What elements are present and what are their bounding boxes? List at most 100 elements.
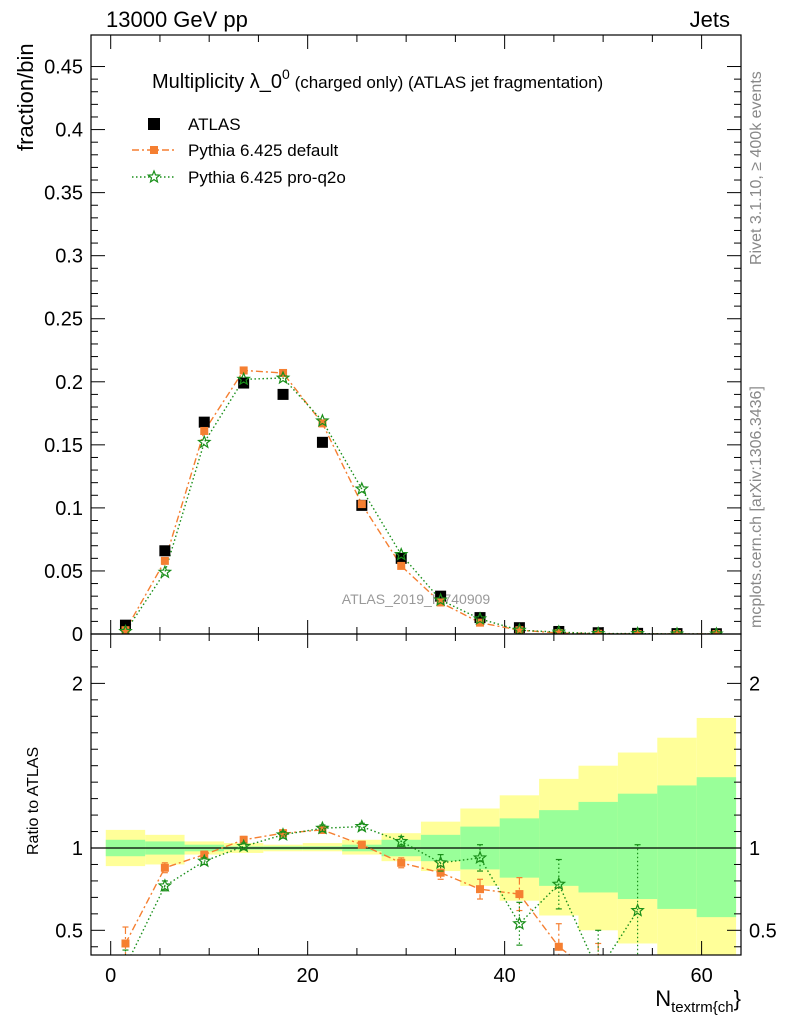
y-tick-label: 0.25 (44, 309, 83, 331)
y-tick-label: 0.05 (44, 561, 83, 583)
ratio-line-pythia-pro-q2o (130, 825, 639, 955)
uncertainty-band-inner (578, 801, 618, 893)
data-point-pythia-pro-q2o (118, 623, 133, 634)
ratio-point-pythia-pro-q2o (551, 876, 567, 891)
y-tick-label: 0.1 (55, 498, 83, 520)
y-tick-label: 0.3 (55, 246, 83, 268)
data-point-atlas (474, 612, 486, 624)
x-tick-label: 40 (494, 965, 516, 987)
y-axis-label: fraction/bin (13, 43, 38, 151)
x-axis-label-main: N (655, 986, 671, 1011)
ratio-point-pythia-pro-q2o (197, 853, 212, 868)
ratio-point-pythia-default (279, 829, 288, 838)
data-point-pythia-pro-q2o (157, 564, 173, 579)
data-point-pythia-default (239, 366, 248, 375)
side-label-rivet: Rivet 3.1.10, ≥ 400k events (748, 71, 765, 265)
ratio-y-tick-label-right: 2 (749, 673, 760, 695)
ratio-point-pythia-pro-q2o (393, 833, 409, 848)
ratio-point-pythia-pro-q2o (593, 966, 604, 977)
data-point-pythia-pro-q2o (197, 434, 212, 449)
header-left: 13000 GeV pp (106, 7, 248, 32)
data-point-atlas (316, 436, 328, 448)
ratio-frame (90, 633, 742, 956)
ratio-point-pythia-pro-q2o (236, 838, 251, 853)
data-point-pythia-pro-q2o (472, 611, 488, 626)
ratio-point-pythia-pro-q2o (433, 855, 448, 870)
data-point-pythia-pro-q2o (551, 624, 567, 634)
chart-title-tail: (charged only) (ATLAS jet fragmentation) (290, 73, 603, 92)
y-tick-label: 0 (72, 624, 83, 646)
uncertainty-band-inner (657, 785, 697, 909)
chart-title: Multiplicity λ_00 (charged only) (ATLAS … (152, 66, 603, 93)
ratio-point-pythia-default (397, 858, 406, 867)
ratio-point-pythia-pro-q2o (157, 878, 173, 893)
data-point-pythia-pro-q2o (669, 626, 685, 634)
legend-label: ATLAS (188, 115, 241, 134)
x-axis-label: Ntextrm{ch} (655, 986, 741, 1016)
data-point-pythia-pro-q2o (393, 546, 409, 561)
uncertainty-band-inner (617, 793, 658, 900)
ratio-point-pythia-default (476, 885, 485, 894)
data-point-pythia-default (554, 628, 563, 634)
main-panel: 0 0.05 0.1 0.15 0.2 0.25 0.3 0.35 0.4 0.45 fractio… (13, 34, 742, 646)
ratio-y-tick-label-right: 1 (749, 838, 760, 860)
ratio-y-axis-label: Ratio to ATLAS (25, 747, 42, 855)
x-tick-label: 20 (297, 965, 319, 987)
y-tick-label: 0.45 (44, 57, 83, 79)
ratio-point-pythia-default (121, 939, 130, 948)
data-point-pythia-pro-q2o (354, 481, 370, 496)
data-point-atlas (198, 416, 210, 428)
header-right: Jets (690, 7, 730, 32)
ratio-point-pythia-default (594, 972, 602, 980)
ratio-point-pythia-pro-q2o (315, 820, 330, 835)
data-point-pythia-pro-q2o (315, 413, 330, 428)
y-tick-label: 0.35 (44, 183, 83, 205)
data-point-pythia-pro-q2o (512, 622, 527, 634)
x-tick-label: 60 (690, 965, 712, 987)
ratio-point-pythia-pro-q2o (472, 850, 488, 865)
data-point-pythia-default (633, 630, 642, 634)
data-point-pythia-default (160, 556, 169, 565)
y-tick-label: 0.4 (55, 120, 83, 142)
ratio-y-tick-label-right: 0.5 (749, 920, 777, 942)
ratio-point-pythia-pro-q2o (630, 902, 645, 917)
ratio-point-pythia-pro-q2o (512, 916, 527, 930)
ratio-point-pythia-pro-q2o (275, 827, 291, 842)
ratio-y-tick-label: 0.5 (55, 920, 83, 942)
data-point-pythia-pro-q2o (275, 370, 291, 385)
x-axis-label-tail: } (734, 986, 741, 1011)
data-point-pythia-default (200, 426, 209, 435)
data-point-pythia-default (397, 561, 406, 570)
data-point-pythia-pro-q2o (590, 625, 606, 634)
ratio-point-pythia-default (554, 942, 563, 951)
data-point-pythia-pro-q2o (630, 625, 645, 634)
ratio-y-tick-label: 1 (72, 838, 83, 860)
legend-marker-atlas (148, 118, 160, 130)
data-point-atlas (395, 552, 407, 564)
data-point-pythia-default (476, 618, 485, 627)
legend-label: Pythia 6.425 default (188, 141, 339, 160)
data-point-pythia-default (357, 500, 366, 509)
data-point-atlas (277, 388, 289, 400)
legend-marker-pythia-pro-q2o (146, 169, 162, 184)
ratio-point-pythia-pro-q2o (354, 818, 370, 833)
y-tick-label: 0.2 (55, 372, 83, 394)
data-point-pythia-pro-q2o (709, 626, 724, 634)
data-point-pythia-pro-q2o (433, 592, 448, 607)
data-point-atlas (435, 590, 447, 602)
legend-marker-pythia-default (150, 146, 158, 154)
data-point-pythia-default (672, 630, 681, 634)
data-point-pythia-default (121, 626, 130, 634)
data-point-pythia-pro-q2o (236, 371, 251, 386)
data-point-atlas (159, 545, 171, 557)
uncertainty-band-inner (696, 777, 737, 918)
x-tick-label: 0 (105, 965, 116, 987)
side-label-mcplots: mcplots.cern.ch [arXiv:1306.3436] (748, 386, 765, 628)
ratio-point-pythia-default (436, 868, 445, 877)
ratio-point-pythia-default (160, 863, 169, 872)
chart-title-main: Multiplicity λ_0 (152, 71, 282, 93)
data-point-atlas (238, 377, 250, 389)
data-point-pythia-default (515, 626, 524, 634)
